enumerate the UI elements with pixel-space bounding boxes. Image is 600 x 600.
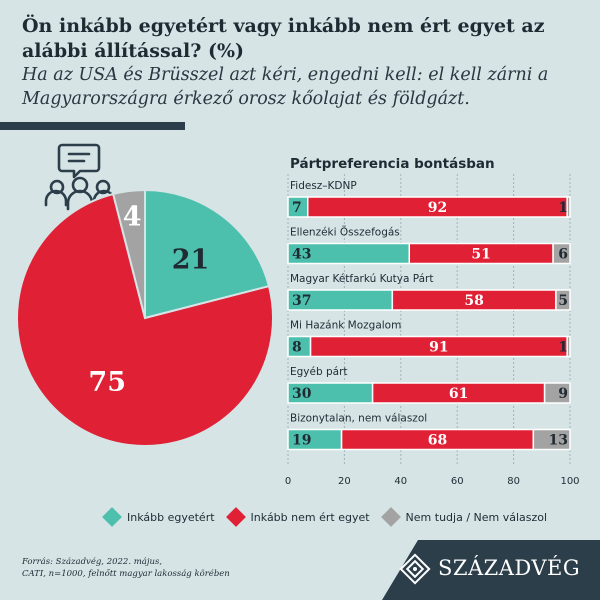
- bar-value-disagree: 91: [429, 340, 448, 356]
- category-label: Ellenzéki Összefogás: [290, 226, 400, 239]
- category-label: Magyar Kétfarkú Kutya Párt: [290, 273, 433, 285]
- bar-chart-title: Pártpreferencia bontásban: [290, 156, 495, 172]
- x-tick-label: 80: [507, 476, 520, 487]
- pie-label-disagree: 75: [88, 367, 126, 398]
- source-line-2: CATI, n=1000, felnőtt magyar lakosság kö…: [22, 569, 230, 579]
- legend-item-unknown: Nem tudja / Nem válaszol: [380, 507, 548, 527]
- category-label: Mi Hazánk Mozgalom: [290, 320, 401, 332]
- pie-slice-unknown: [111, 188, 146, 319]
- bar-value-unknown: 1: [558, 200, 568, 216]
- x-tick-label: 60: [451, 476, 464, 487]
- bar-segment-unknown: [566, 335, 571, 358]
- bar-value-unknown: 1: [558, 340, 568, 356]
- brand-panel: [382, 540, 600, 600]
- x-tick-label: 40: [394, 476, 407, 487]
- bar-value-agree: 30: [292, 386, 312, 402]
- bar-value-agree: 19: [292, 433, 311, 449]
- bar-value-disagree: 92: [428, 200, 447, 216]
- x-tick-label: 0: [285, 476, 291, 487]
- pie-slice-agree: [144, 188, 271, 320]
- header-divider: [0, 122, 185, 130]
- bar-value-agree: 8: [292, 340, 302, 356]
- bar-value-unknown: 5: [558, 293, 568, 309]
- pie-label-unknown: 4: [123, 201, 142, 232]
- legend-label-agree: Inkább egyetért: [127, 510, 215, 524]
- legend-label-unknown: Nem tudja / Nem válaszol: [405, 510, 548, 524]
- bar-value-disagree: 61: [449, 386, 468, 402]
- bar-value-unknown: 6: [558, 247, 568, 263]
- bar-segment-unknown: [552, 242, 571, 265]
- bar-segment-unknown: [543, 382, 571, 404]
- category-label: Bizonytalan, nem válaszol: [290, 413, 427, 425]
- chart-title: Ön inkább egyetért vagy inkább nem ért e…: [22, 15, 545, 62]
- legend-item-disagree: Inkább nem ért egyet: [225, 507, 370, 527]
- chart-subtitle: Ha az USA és Brüsszel azt kéri, engedni …: [22, 65, 549, 109]
- x-tick-label: 100: [560, 476, 579, 487]
- source-note: Forrás: Századvég, 2022. május, CATI, n=…: [22, 556, 352, 580]
- pie-chart: 21 75 4: [16, 188, 274, 447]
- bar-segment-unknown: [566, 196, 571, 218]
- category-label: Fidesz–KDNP: [290, 180, 357, 192]
- bar-value-agree: 7: [292, 200, 302, 216]
- source-line-1: Forrás: Századvég, 2022. május,: [22, 557, 163, 567]
- bar-value-disagree: 68: [428, 433, 447, 449]
- legend-swatch-unknown: [380, 507, 401, 527]
- legend-item-agree: Inkább egyetért: [102, 507, 215, 527]
- bar-value-agree: 37: [292, 293, 311, 309]
- legend-swatch-disagree: [225, 507, 246, 527]
- bar-segment-unknown: [532, 428, 571, 451]
- legend-label-disagree: Inkább nem ért egyet: [250, 510, 370, 524]
- legend: Inkább egyetért Inkább nem ért egyet Nem…: [102, 507, 548, 527]
- bar-value-disagree: 51: [471, 247, 490, 263]
- pie-label-agree: 21: [172, 244, 210, 275]
- category-label: Egyéb párt: [290, 366, 348, 378]
- bar-value-disagree: 58: [464, 293, 483, 309]
- bar-value-unknown: 13: [549, 433, 568, 449]
- bar-chart: Pártpreferencia bontásban 0 20 40 60 80 100 Fid…: [285, 156, 580, 487]
- brand-name: SZÁZADVÉG: [438, 556, 581, 580]
- bar-value-agree: 43: [292, 247, 311, 263]
- bar-segment-unknown: [555, 289, 571, 311]
- pie-slice-disagree: [16, 192, 274, 447]
- x-tick-label: 20: [338, 476, 351, 487]
- legend-swatch-agree: [102, 507, 122, 527]
- bar-value-unknown: 9: [558, 386, 568, 402]
- diamond-logo-icon: [399, 553, 431, 585]
